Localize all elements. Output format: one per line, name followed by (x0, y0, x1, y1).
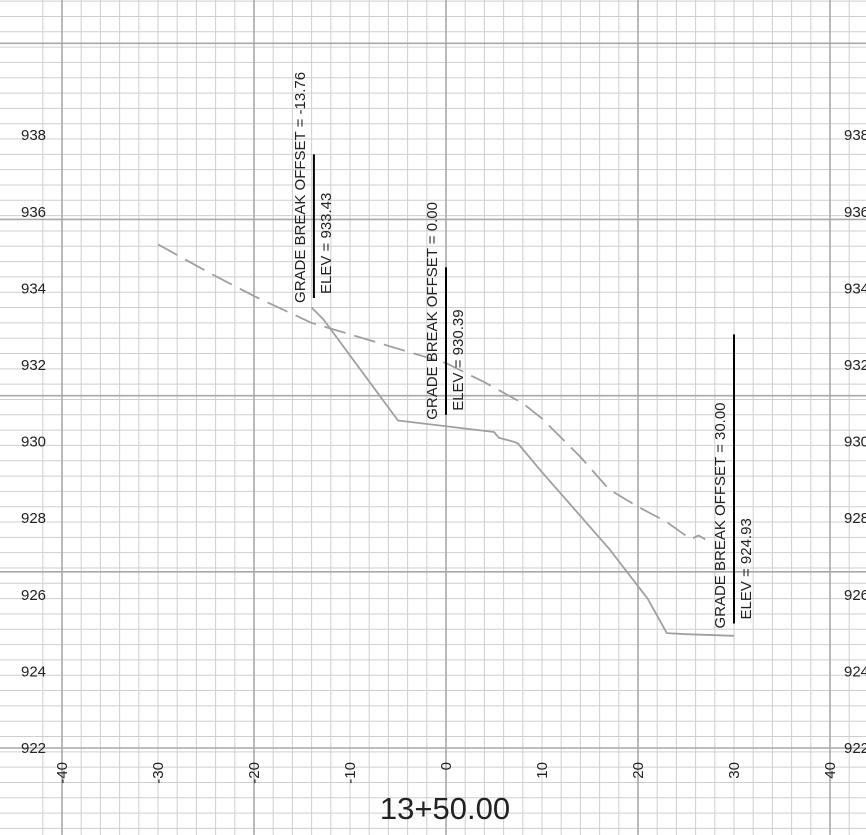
x-tick-label: -40 (54, 762, 71, 784)
x-tick-label: 20 (630, 762, 647, 779)
proposed-profile-solid (310, 306, 735, 637)
grade-break-offset-label: GRADE BREAK OFFSET = 30.00 (712, 402, 729, 628)
y-tick-label-left: 938 (21, 127, 46, 144)
y-tick-label-left: 936 (21, 204, 46, 221)
existing-ground-profile-dashed (157, 243, 706, 541)
x-tick-label: 40 (822, 762, 839, 779)
x-axis-tick-labels: -40 -30 -20 -10 0 10 20 30 40 (54, 762, 839, 784)
station-label: 13+50.00 (380, 791, 510, 826)
y-tick-label-right: 922 (844, 740, 866, 757)
y-tick-label-right: 926 (844, 587, 866, 604)
y-axis-left-tick-labels: 922 924 926 928 930 932 934 936 938 (21, 127, 46, 757)
grade-break-elev-label: ELEV = 924.93 (738, 518, 755, 619)
y-axis-right-tick-labels: 922 924 926 928 930 932 934 936 938 (844, 127, 866, 757)
y-tick-label-right: 934 (844, 280, 866, 297)
y-tick-label-left: 930 (21, 434, 46, 451)
profile-lines (157, 243, 735, 637)
y-tick-label-right: 932 (844, 357, 866, 374)
y-tick-label-left: 928 (21, 510, 46, 527)
grade-break-elev-label: ELEV = 930.39 (450, 309, 467, 410)
x-tick-label: -30 (150, 762, 167, 784)
y-tick-label-left: 934 (21, 280, 46, 297)
y-tick-label-left: 932 (21, 357, 46, 374)
y-tick-label-right: 930 (844, 434, 866, 451)
x-tick-label: -20 (246, 762, 263, 784)
x-tick-label: 10 (534, 762, 551, 779)
y-tick-label-left: 922 (21, 740, 46, 757)
y-tick-label-right: 938 (844, 127, 866, 144)
grade-break-annotations: GRADE BREAK OFFSET = -13.76 ELEV = 933.43… (292, 72, 755, 629)
grade-break-offset-label: GRADE BREAK OFFSET = -13.76 (292, 72, 309, 303)
x-tick-label: 0 (438, 762, 455, 770)
grade-break-elev-label: ELEV = 933.43 (318, 193, 335, 294)
y-tick-label-right: 924 (844, 663, 866, 680)
y-tick-label-left: 924 (21, 663, 46, 680)
grade-break-offset-label: GRADE BREAK OFFSET = 0.00 (424, 202, 441, 420)
y-tick-label-right: 928 (844, 510, 866, 527)
x-tick-label: 30 (726, 762, 743, 779)
y-tick-label-left: 926 (21, 587, 46, 604)
x-tick-label: -10 (342, 762, 359, 784)
y-tick-label-right: 936 (844, 204, 866, 221)
